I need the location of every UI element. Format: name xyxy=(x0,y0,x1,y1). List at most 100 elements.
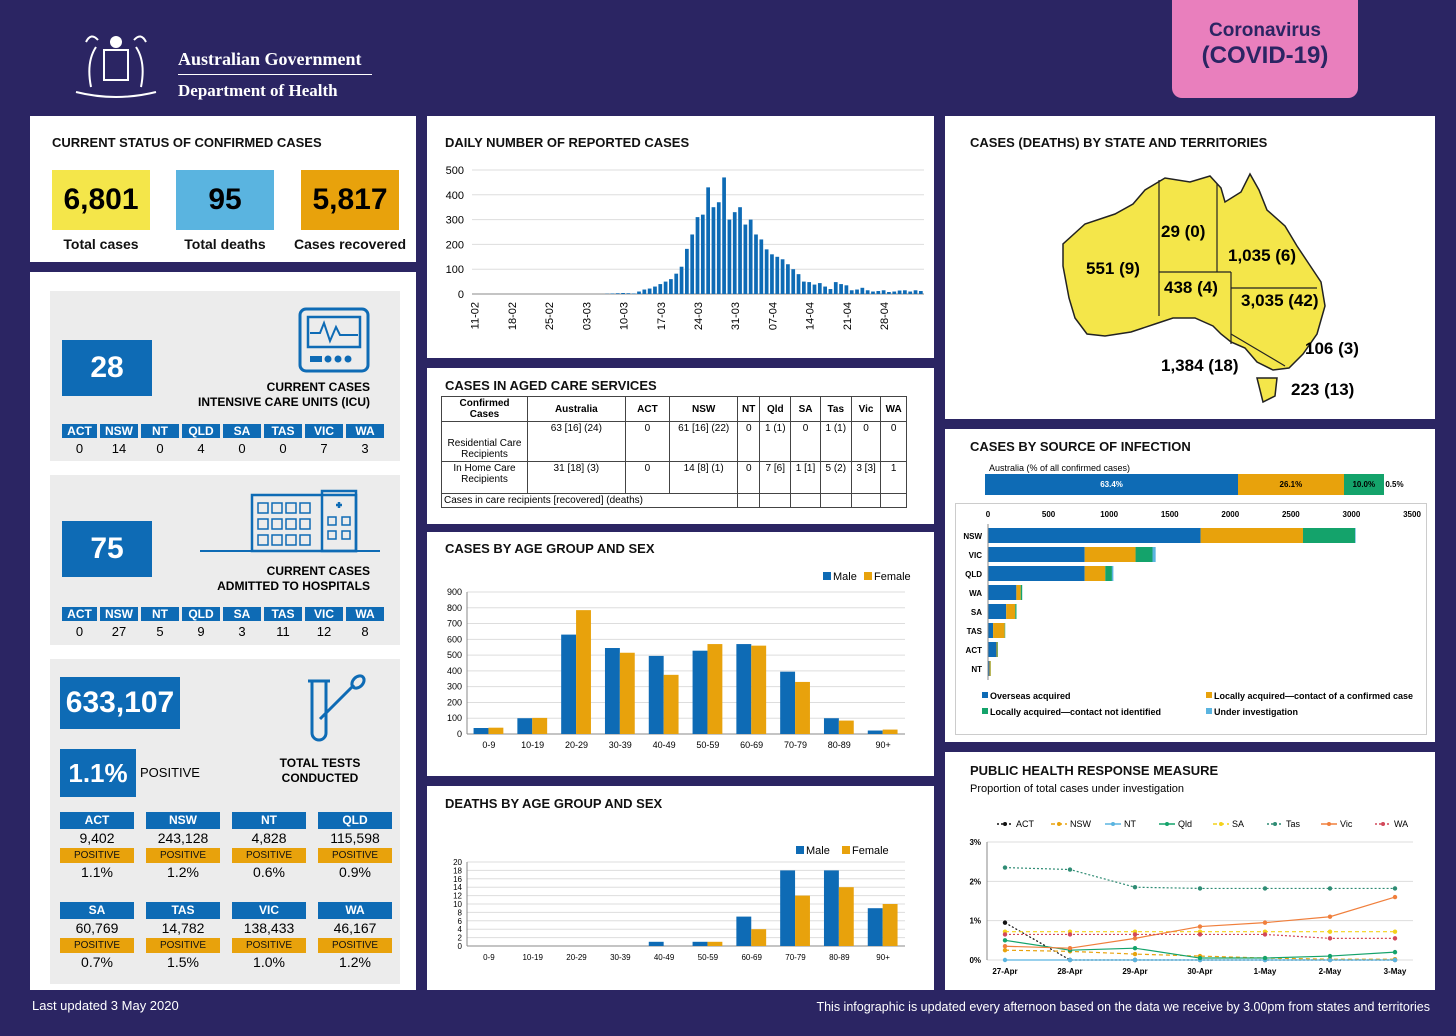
x-tick-label: 28-Apr xyxy=(1057,967,1082,976)
legend-label: Male xyxy=(833,571,857,583)
y-tick-label: 400 xyxy=(447,666,462,676)
tests-box: 633,107 1.1% POSITIVE TOTAL TESTS CONDUC… xyxy=(50,659,400,984)
legend-label: Locally acquired—contact not identified xyxy=(990,707,1161,717)
footer-note: This infographic is updated every aftern… xyxy=(816,1000,1430,1014)
point xyxy=(1392,957,1398,963)
aged-cell: 1 (1) xyxy=(819,421,852,462)
recovered-label: Cases recovered xyxy=(293,236,407,252)
bar xyxy=(887,292,891,294)
point xyxy=(1067,932,1073,937)
daily-panel: DAILY NUMBER OF REPORTED CASES 0 100 200 30… xyxy=(427,116,934,358)
bar xyxy=(892,291,897,294)
x-tick-label: 70-79 xyxy=(784,740,807,750)
point xyxy=(1132,957,1138,963)
test-state: VIC xyxy=(232,902,306,919)
positive-tag: POSITIVE xyxy=(318,938,392,953)
bar xyxy=(839,284,843,294)
state-count: 4 xyxy=(197,441,205,456)
hosp-label-line2: ADMITTED TO HOSPITALS xyxy=(217,579,370,593)
x-tick-label: 30-39 xyxy=(610,953,631,962)
bar-segment xyxy=(988,642,997,657)
bar-female xyxy=(882,729,898,734)
test-state: SA xyxy=(60,902,134,919)
bar-segment xyxy=(988,623,994,638)
y-tick-label: 1% xyxy=(969,917,981,926)
legend-label: ACT xyxy=(1016,819,1035,829)
x-tick-label: 70-79 xyxy=(785,953,806,962)
bar-male xyxy=(473,728,489,734)
test-positive: 1.2% xyxy=(339,954,371,970)
positive-tag: POSITIVE xyxy=(232,938,306,953)
point xyxy=(1392,936,1398,941)
gov-name: Australian Government xyxy=(178,49,362,69)
bar xyxy=(913,290,918,294)
bar xyxy=(754,234,758,294)
y-tick-label: 14 xyxy=(453,883,462,892)
pct-local-unknown: 10.0% xyxy=(1343,474,1384,495)
x-tick-label: 3000 xyxy=(1343,510,1361,519)
bar-female xyxy=(663,674,679,734)
bar-male xyxy=(736,644,752,734)
x-tick-label: 2000 xyxy=(1221,510,1239,519)
positive-label: POSITIVE xyxy=(140,765,200,780)
map-nt: 29 (0) xyxy=(1161,222,1206,241)
response-panel: PUBLIC HEALTH RESPONSE MEASURE Proportio… xyxy=(945,752,1435,990)
test-cell-sa: SA 60,769 POSITIVE 0.7% xyxy=(60,902,134,972)
aged-hdr: NT xyxy=(737,396,761,422)
state-hdr: TAS xyxy=(264,607,302,621)
x-tick-label: 60-69 xyxy=(741,953,762,962)
y-tick-label: 500 xyxy=(446,165,464,177)
map-tas: 223 (13) xyxy=(1291,380,1355,399)
x-tick-label: 0-9 xyxy=(483,953,495,962)
bar-male xyxy=(736,916,752,946)
line-tas xyxy=(1004,866,1395,890)
state-hdr: VIC xyxy=(305,424,343,438)
y-tick-label: 18 xyxy=(453,866,462,875)
point xyxy=(1132,885,1138,890)
bar-male xyxy=(692,941,708,946)
test-count: 138,433 xyxy=(243,920,295,936)
x-tick-label: 80-89 xyxy=(828,740,851,750)
bar xyxy=(786,264,790,294)
bar-segment xyxy=(1084,566,1106,581)
x-tick-label: 1500 xyxy=(1161,510,1179,519)
test-count: 60,769 xyxy=(75,920,119,936)
point xyxy=(1262,886,1268,891)
bar xyxy=(764,249,769,294)
bar xyxy=(626,293,631,294)
bar-female xyxy=(751,929,767,946)
nsw-vic-border xyxy=(1230,333,1286,367)
gov-divider xyxy=(178,74,372,75)
bar-segment xyxy=(1006,604,1016,619)
x-tick-label: 28-04 xyxy=(879,302,891,330)
point xyxy=(1132,936,1138,941)
x-tick-label: 1-May xyxy=(1254,967,1277,976)
bar-female xyxy=(838,720,854,734)
bar xyxy=(748,219,753,294)
positive-tag: POSITIVE xyxy=(60,938,134,953)
legend-marker xyxy=(1273,822,1277,826)
bar xyxy=(690,234,695,294)
badge-line1: Coronavirus xyxy=(1209,20,1321,41)
y-tick-label: 0 xyxy=(457,729,462,739)
state-count: 8 xyxy=(361,624,369,639)
bar-male xyxy=(648,941,664,946)
point xyxy=(1392,949,1398,955)
legend-swatch xyxy=(982,708,988,714)
response-chart: 0% 1% 2% 3% 27-Apr 28-Apr 29-Apr 30-Apr 1-May 2-M… xyxy=(969,819,1413,976)
y-tick-label: 200 xyxy=(447,697,462,707)
y-tick-label: 100 xyxy=(447,713,462,723)
point xyxy=(1262,920,1268,925)
bar-female xyxy=(576,610,591,734)
x-tick-label: 3500 xyxy=(1403,510,1421,519)
x-tick-label: 50-59 xyxy=(696,740,719,750)
legend-swatch-male xyxy=(796,846,804,854)
positive-tag: POSITIVE xyxy=(318,848,392,863)
aged-hdr: NSW xyxy=(669,396,739,422)
x-tick-label: 21-04 xyxy=(842,302,854,330)
x-tick-label: 27-Apr xyxy=(992,967,1017,976)
deaths-title: DEATHS BY AGE GROUP AND SEX xyxy=(445,796,663,811)
x-tick-label: 31-03 xyxy=(730,302,742,330)
y-tick-label: 2% xyxy=(969,877,981,886)
aged-cell: 0 xyxy=(737,421,761,462)
